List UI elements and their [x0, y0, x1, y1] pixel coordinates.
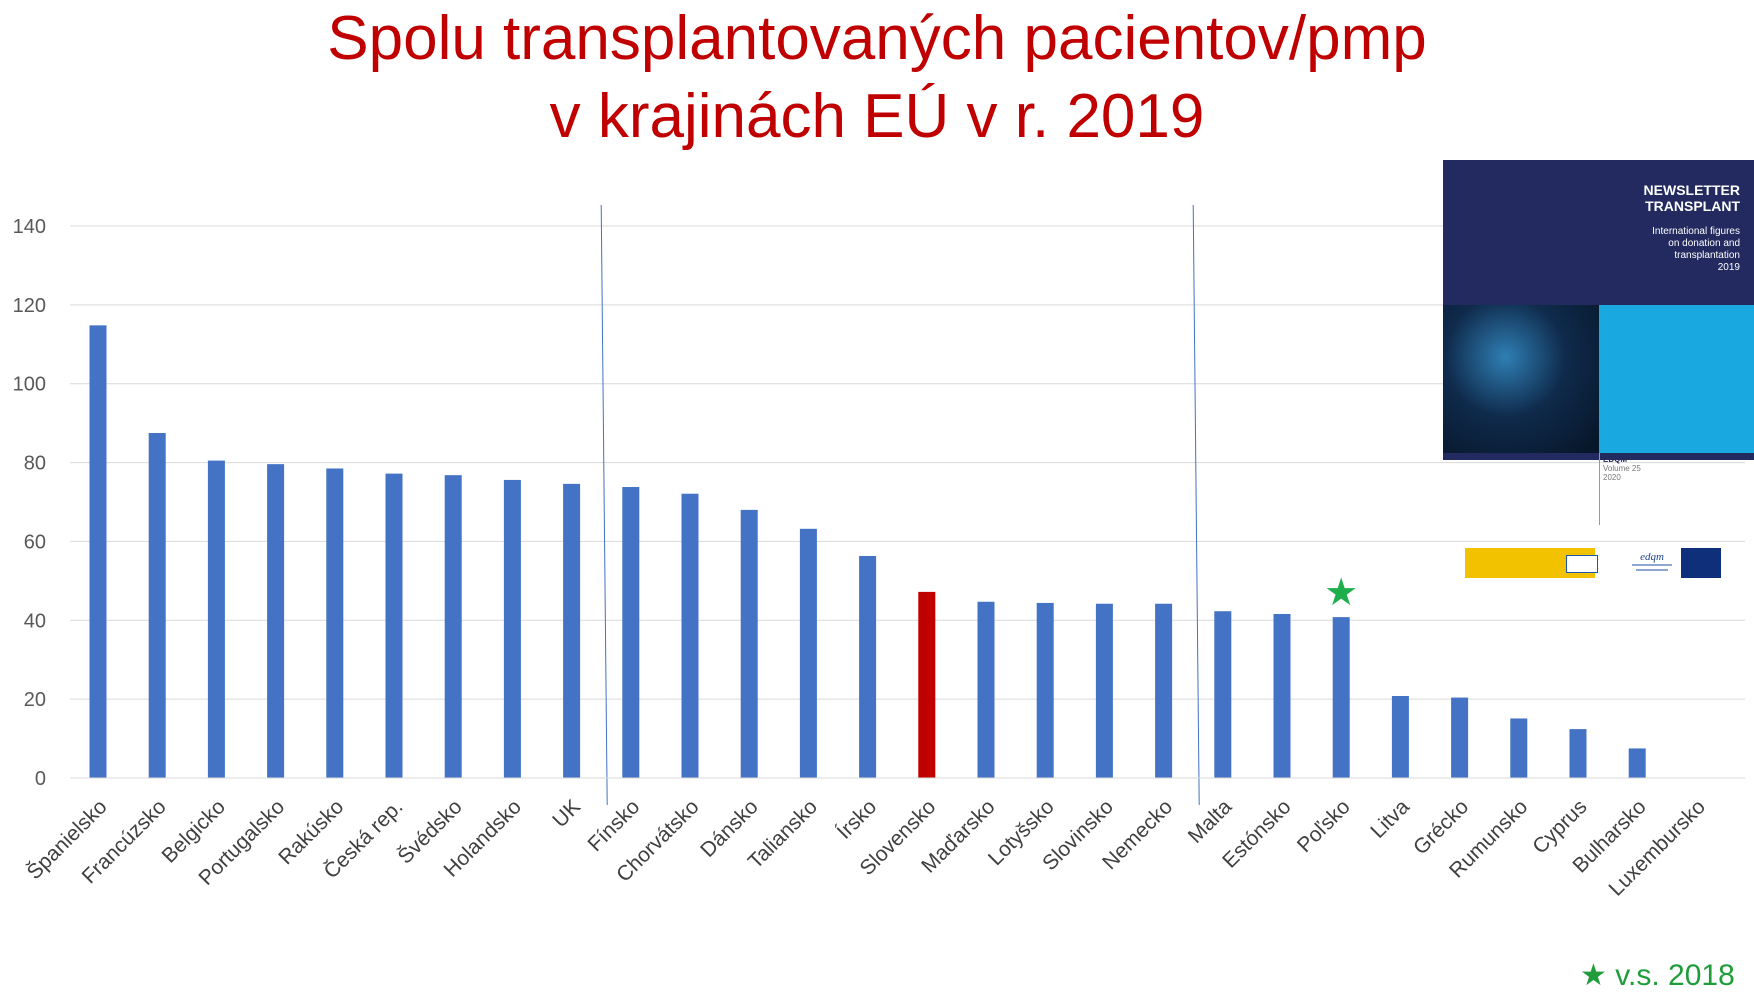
x-tick-label: UK	[548, 795, 585, 832]
newsletter-subtitle-line4: 2019	[1717, 262, 1740, 273]
bar	[1036, 602, 1054, 778]
bar	[326, 468, 344, 778]
newsletter-subtitle-line1: International figures	[1652, 226, 1740, 237]
bar	[681, 493, 699, 778]
newsletter-title: NEWSLETTER TRANSPLANT	[1644, 182, 1740, 214]
y-tick-label: 100	[13, 374, 46, 396]
star-legend: ★ v.s. 2018	[1580, 958, 1735, 994]
publisher-year: 2020	[1603, 473, 1621, 482]
cover-divider	[1599, 453, 1600, 525]
x-tick-label: Írsko	[833, 795, 881, 843]
bar	[859, 556, 877, 778]
star-icon: ★	[1580, 959, 1607, 992]
svg-text:edqm: edqm	[1640, 551, 1664, 563]
x-tick-label: Litva	[1366, 795, 1414, 843]
bar	[1391, 695, 1409, 778]
group-divider	[600, 204, 608, 806]
bar	[1451, 697, 1469, 778]
newsletter-subtitle-line3: transplantation	[1674, 250, 1740, 261]
bar	[977, 601, 995, 778]
bar	[444, 475, 462, 778]
bar	[503, 479, 521, 778]
newsletter-publisher: EDQM Volume 25 2020	[1603, 455, 1641, 482]
bar	[1332, 617, 1350, 778]
bar	[207, 460, 225, 778]
bar	[148, 433, 166, 778]
bar	[1095, 603, 1113, 778]
bar	[1214, 611, 1232, 778]
newsletter-subtitle-line2: on donation and	[1668, 238, 1740, 249]
newsletter-subtitle: International figures on donation and tr…	[1600, 226, 1740, 274]
newsletter-title-line2: TRANSPLANT	[1645, 198, 1740, 214]
newsletter-cover: NEWSLETTER TRANSPLANT International figu…	[1443, 160, 1754, 460]
chart-title-line1: Spolu transplantovaných pacientov/pmp	[327, 4, 1427, 73]
y-tick-label: 140	[13, 216, 46, 238]
cover-blue-panel	[1599, 305, 1754, 453]
bar	[918, 591, 936, 778]
ont-logo	[1566, 555, 1598, 573]
group-divider	[1192, 204, 1200, 806]
x-tick-label: Malta	[1184, 795, 1237, 848]
publisher-name: EDQM	[1603, 455, 1627, 464]
star-marker: ★	[1324, 570, 1358, 614]
bar	[89, 325, 107, 778]
bar	[799, 528, 817, 778]
bar	[267, 464, 285, 778]
y-tick-label: 60	[24, 531, 46, 553]
europe-map-image	[1443, 305, 1599, 453]
y-tick-label: 120	[13, 295, 46, 317]
y-tick-label: 80	[24, 453, 46, 475]
y-tick-label: 0	[35, 768, 46, 790]
y-tick-label: 40	[24, 610, 46, 632]
bar	[740, 509, 758, 778]
publisher-volume: Volume 25	[1603, 464, 1641, 473]
bar	[1510, 718, 1528, 778]
bar	[1628, 748, 1646, 778]
chart-title-line2: v krajinách EÚ v r. 2019	[549, 82, 1205, 151]
bar	[1569, 729, 1587, 778]
bar	[385, 473, 403, 778]
x-tick-label: Poľsko	[1293, 795, 1355, 857]
bar	[563, 483, 581, 778]
bar	[622, 487, 640, 778]
council-of-europe-logo	[1681, 548, 1721, 578]
chart-title: Spolu transplantovaných pacientov/pmp v …	[0, 0, 1754, 156]
star-legend-text: v.s. 2018	[1615, 959, 1735, 992]
bar	[1273, 613, 1291, 778]
y-tick-label: 20	[24, 689, 46, 711]
newsletter-title-line1: NEWSLETTER	[1643, 182, 1740, 198]
edqm-logo: edqm	[1632, 551, 1672, 571]
bar	[1155, 603, 1173, 778]
